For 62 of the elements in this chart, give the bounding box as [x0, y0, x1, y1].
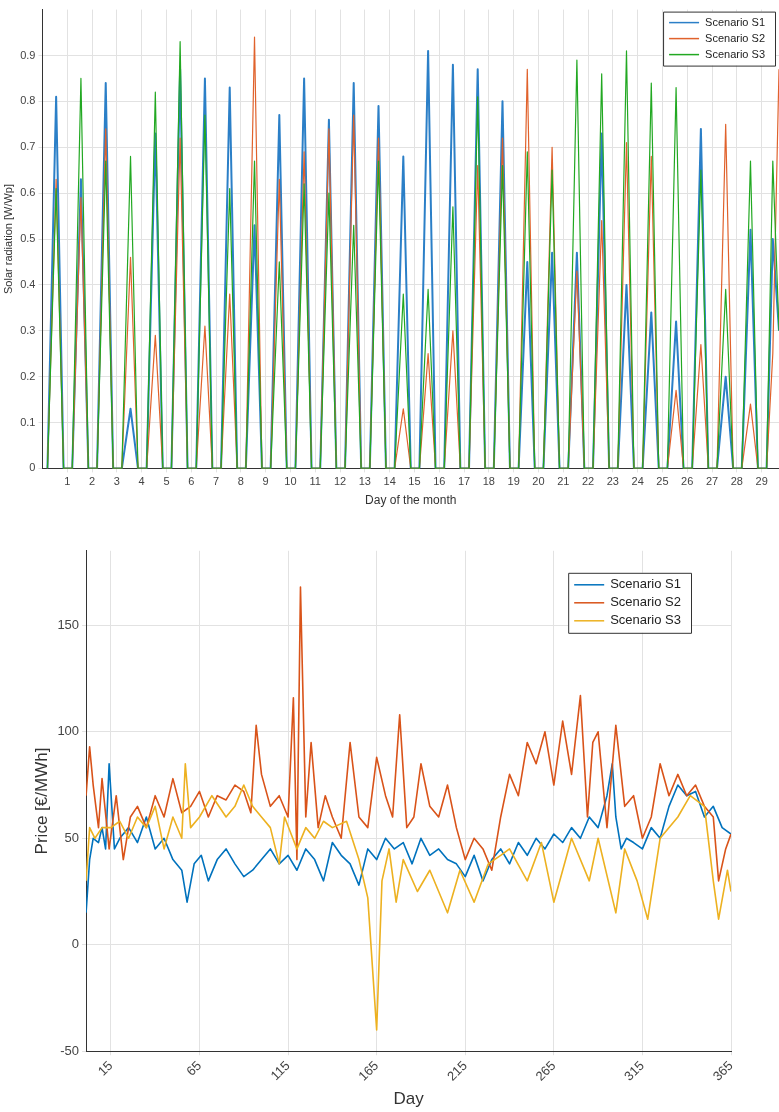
x-tick-label: 365 — [709, 1057, 736, 1084]
legend-label: Scenario S3 — [705, 47, 766, 60]
x-tick-label: 9 — [262, 475, 269, 488]
y-tick-label: 0.2 — [20, 369, 36, 382]
x-axis-title: Day — [393, 1089, 425, 1109]
x-tick-label: 27 — [705, 475, 719, 488]
legend-label: Scenario S1 — [610, 576, 682, 592]
x-tick-label: 14 — [383, 475, 396, 488]
x-tick-label: 26 — [681, 475, 694, 488]
y-axis-title: Solar radiation [W/Wp] — [1, 183, 14, 295]
x-tick-label: 1 — [64, 475, 71, 488]
y-tick-label: 0 — [71, 936, 80, 952]
x-tick-label: 19 — [507, 475, 520, 488]
y-tick-label: 50 — [64, 829, 80, 845]
x-tick-label: 7 — [213, 475, 220, 488]
x-tick-label: 165 — [355, 1057, 382, 1084]
y-tick-label: 150 — [57, 616, 80, 632]
y-tick-label: 0.8 — [20, 94, 36, 107]
y-tick-label: 0.9 — [20, 48, 36, 61]
x-tick-label: 10 — [284, 475, 297, 488]
y-tick-label: 0 — [29, 461, 36, 474]
x-tick-label: 24 — [631, 475, 644, 488]
y-tick-label: 0.3 — [20, 323, 36, 336]
x-tick-label: 5 — [163, 475, 170, 488]
y-tick-label: 100 — [57, 723, 80, 739]
x-tick-label: 115 — [267, 1057, 293, 1084]
x-tick-label: 20 — [532, 475, 545, 488]
x-axis-title: Day of the month — [365, 493, 457, 508]
x-tick-label: 4 — [138, 475, 145, 488]
x-tick-label: 11 — [309, 475, 321, 488]
x-tick-label: 6 — [188, 475, 195, 488]
legend-label: Scenario S2 — [610, 594, 682, 610]
x-tick-label: 16 — [433, 475, 446, 488]
x-tick-label: 23 — [606, 475, 619, 488]
x-tick-label: 265 — [532, 1057, 559, 1084]
x-tick-label: 22 — [581, 475, 595, 488]
legend-label: Scenario S3 — [610, 612, 682, 628]
x-tick-label: 15 — [408, 475, 421, 488]
x-tick-label: 28 — [730, 475, 743, 488]
legend-label: Scenario S1 — [705, 15, 766, 28]
y-tick-label: 0.1 — [20, 415, 36, 428]
y-tick-label: 0.5 — [20, 232, 36, 245]
x-tick-label: 215 — [443, 1057, 470, 1084]
x-tick-label: 25 — [656, 475, 669, 488]
x-tick-label: 12 — [333, 475, 347, 488]
x-tick-label: 2 — [89, 475, 96, 488]
y-tick-label: 0.4 — [20, 277, 36, 290]
x-tick-label: 21 — [557, 475, 570, 488]
y-axis-title: Price [€/MWh] — [31, 747, 51, 855]
x-tick-label: 13 — [358, 475, 371, 488]
y-tick-label: -50 — [60, 1042, 80, 1058]
x-tick-label: 65 — [183, 1057, 205, 1079]
x-tick-label: 17 — [457, 475, 471, 488]
x-tick-label: 315 — [621, 1057, 648, 1084]
x-tick-label: 18 — [482, 475, 495, 488]
y-tick-label: 0.7 — [20, 140, 36, 153]
legend-label: Scenario S2 — [705, 31, 766, 44]
x-tick-label: 29 — [755, 475, 768, 488]
x-tick-label: 3 — [113, 475, 120, 488]
x-tick-label: 15 — [94, 1057, 116, 1079]
y-tick-label: 0.6 — [20, 186, 36, 199]
x-tick-label: 8 — [237, 475, 244, 488]
